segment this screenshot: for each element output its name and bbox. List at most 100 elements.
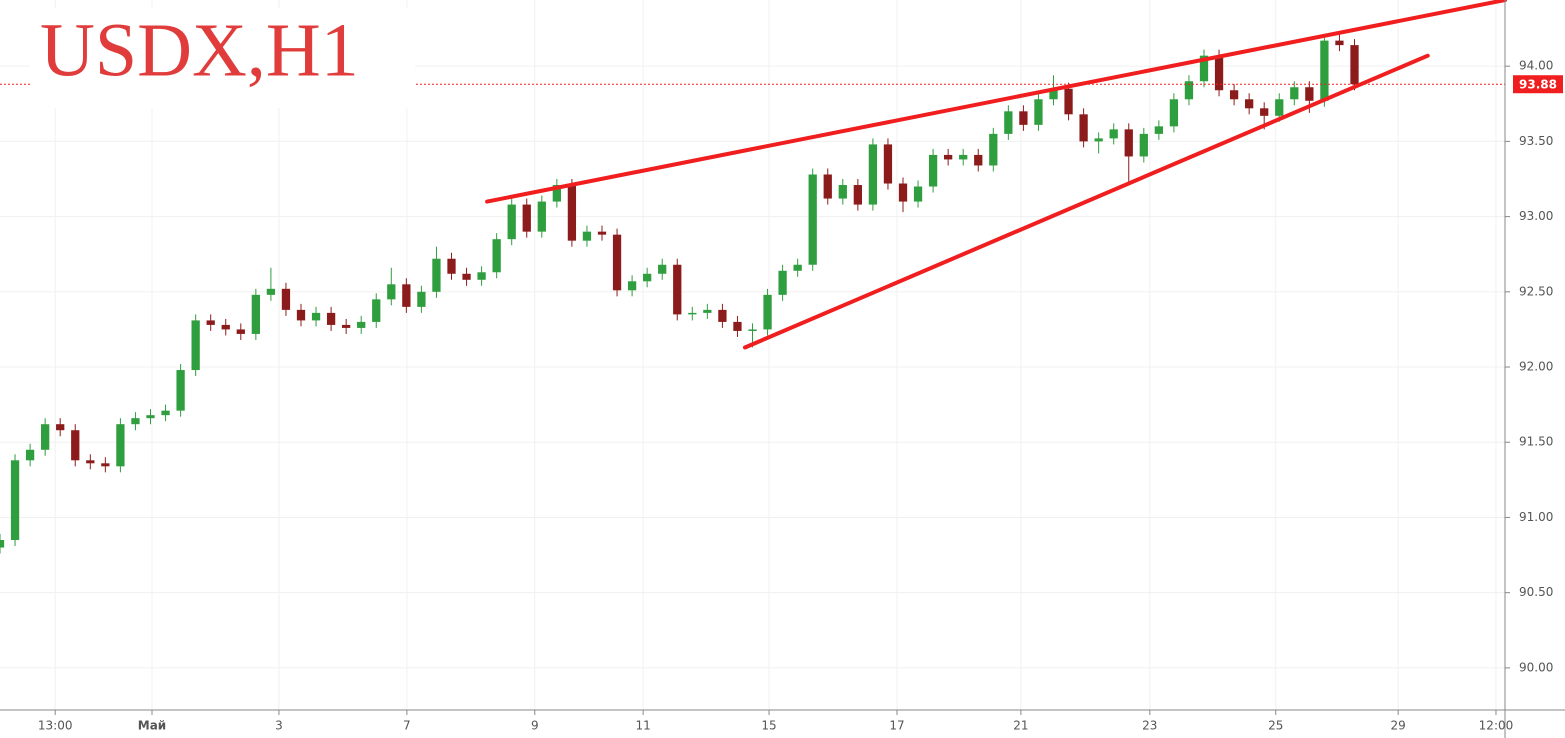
candle-body <box>597 231 607 235</box>
chart-title: USDX,H1 <box>40 8 359 92</box>
last-price-box <box>1513 75 1563 94</box>
candle-body <box>823 174 832 199</box>
candle-body <box>402 284 411 307</box>
candle-body <box>658 264 667 274</box>
candle-body <box>387 284 396 300</box>
candle-body <box>206 320 215 325</box>
candle-body <box>928 154 938 187</box>
x-tick-label: 3 <box>275 719 283 733</box>
y-tick-label: 90.00 <box>1519 660 1553 674</box>
candle-body <box>763 294 772 330</box>
candle-body <box>537 201 546 232</box>
candle-body <box>161 410 170 416</box>
candle-body <box>1245 99 1254 109</box>
candle-body <box>1019 111 1028 125</box>
candle-body <box>1169 99 1179 127</box>
candle-body <box>989 133 998 166</box>
candle-body <box>1214 55 1224 91</box>
candle-body <box>1109 129 1118 139</box>
candle-body <box>688 312 697 315</box>
candle-body <box>281 288 291 310</box>
candle-body <box>41 424 50 450</box>
candle-body <box>582 231 592 241</box>
candle-body <box>432 258 441 292</box>
candle-body <box>643 273 652 282</box>
candle-body <box>10 460 20 541</box>
candle-body <box>718 309 727 322</box>
trend-line <box>742 53 1430 350</box>
candle-body <box>838 185 847 199</box>
candle-body <box>1049 88 1058 100</box>
candle-body <box>447 258 456 274</box>
candle-body <box>944 154 953 160</box>
candle-body <box>1260 108 1269 116</box>
candle-body <box>116 424 125 467</box>
candle-body <box>733 321 742 331</box>
candle-body <box>913 186 923 202</box>
candle-body <box>1305 87 1314 101</box>
candle-body <box>1320 40 1329 101</box>
candle-body <box>1034 99 1043 125</box>
grid <box>0 0 1505 710</box>
y-tick-label: 94.00 <box>1519 59 1553 73</box>
candle-body <box>703 309 712 313</box>
candle-body <box>56 424 65 431</box>
candle-body <box>296 309 306 321</box>
candle-body <box>1199 55 1209 82</box>
candle-body <box>853 185 862 205</box>
candle-body <box>326 312 336 325</box>
y-tick-label: 91.00 <box>1519 510 1553 524</box>
candle-body <box>311 312 321 321</box>
candle-body <box>1124 129 1133 157</box>
x-tick-label: Май <box>138 719 166 733</box>
candle-body <box>25 449 35 461</box>
x-tick-label: 25 <box>1268 719 1283 733</box>
candle-body <box>492 239 501 273</box>
y-tick-label: 92.00 <box>1519 360 1553 374</box>
candle-body <box>146 415 155 419</box>
candle-body <box>1335 40 1344 46</box>
candle-body <box>522 204 531 232</box>
candle-body <box>236 329 245 334</box>
candle-body <box>342 324 351 328</box>
axes: 90.00 90.50 91.00 91.50 92.00 92.50 93.00 93.50… <box>38 59 1563 733</box>
candle-body <box>1229 90 1239 100</box>
candle-body <box>1154 126 1163 134</box>
candle-body <box>627 281 637 291</box>
last-price-label: 93.88 <box>1519 78 1557 92</box>
y-tick-label: 93.00 <box>1519 209 1553 223</box>
candle-body <box>0 540 5 548</box>
candle-body <box>1184 81 1194 100</box>
x-tick-label: 17 <box>889 719 904 733</box>
candle-body <box>612 234 622 291</box>
title-background <box>30 8 415 108</box>
candle-body <box>1004 111 1013 134</box>
candle-body <box>372 299 381 322</box>
candle-body <box>1290 87 1299 100</box>
candle-body <box>673 264 682 315</box>
candle-body <box>417 291 426 307</box>
x-tick-label: 12:00 <box>1479 719 1514 733</box>
y-tick-label: 93.50 <box>1519 134 1553 148</box>
y-tick-label: 91.50 <box>1519 435 1553 449</box>
candle-body <box>131 418 140 425</box>
x-tick-label: 13:00 <box>38 719 73 733</box>
candle-body <box>1350 45 1359 85</box>
candle-body <box>883 144 893 184</box>
candle-body <box>868 144 878 205</box>
candle-body <box>221 324 230 330</box>
y-tick-label: 92.50 <box>1519 284 1553 298</box>
x-tick-label: 7 <box>403 719 411 733</box>
candle-body <box>191 320 200 371</box>
candle-body <box>959 154 968 160</box>
candle-body <box>1094 138 1103 142</box>
candle-body <box>101 463 110 467</box>
candle-body <box>507 204 516 240</box>
candle-body <box>778 270 787 295</box>
candle-body <box>1079 114 1088 142</box>
candle-body <box>793 264 802 271</box>
candle-body <box>357 321 366 328</box>
candle-body <box>552 185 561 202</box>
